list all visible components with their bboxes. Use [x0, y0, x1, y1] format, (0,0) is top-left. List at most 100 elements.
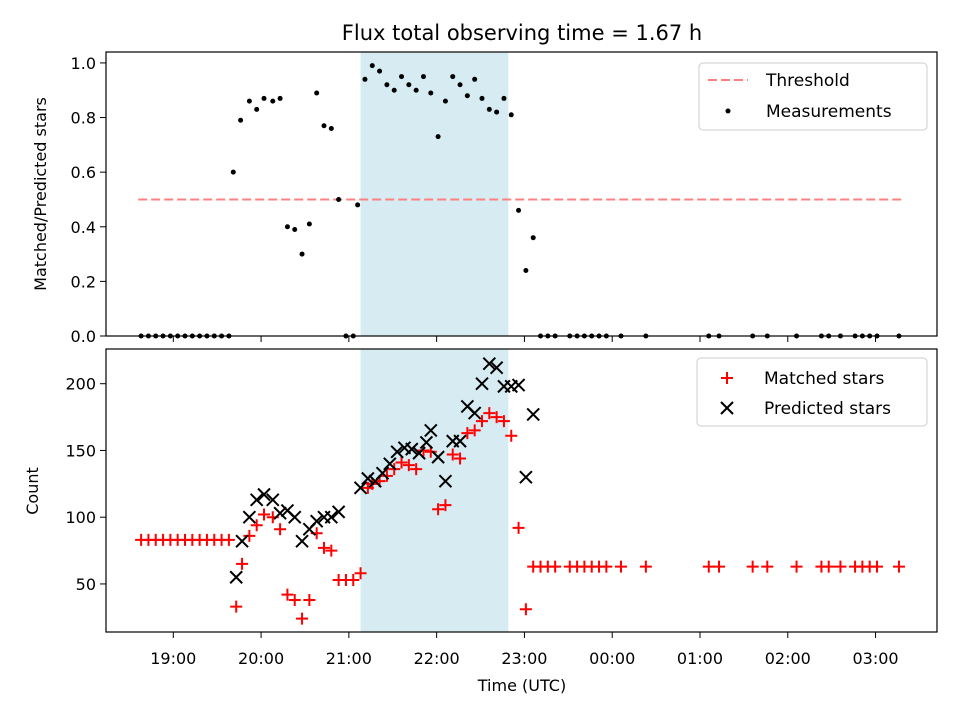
predicted-star-point [511, 378, 526, 392]
top-ytick-label: 0.8 [71, 109, 96, 128]
measurement-point [457, 82, 463, 88]
matched-star-point [402, 459, 415, 472]
measurement-point [420, 74, 426, 80]
top-ytick-label: 0.6 [71, 163, 96, 182]
predicted-star-point [482, 356, 497, 371]
matched-star-point [243, 529, 256, 542]
measurement-point [362, 76, 368, 82]
measurement-point [442, 98, 448, 104]
measurement-point [238, 117, 244, 123]
measurement-point [246, 98, 252, 104]
bottom-ytick-label: 100 [65, 508, 96, 527]
top-axis-ticks: 0.0 0.2 0.4 0.6 0.8 1.0 [71, 54, 877, 346]
predicted-star-point [383, 457, 397, 471]
predicted-star-point [438, 474, 453, 488]
measurement-point [472, 76, 478, 82]
predicted-star-point [242, 510, 257, 524]
predicted-star-point [412, 446, 426, 460]
bottom-panel: 50 100 150 200 19:00 20:00 21:00 22:00 23:00 00:0… [23, 348, 938, 695]
predicted-star-point [266, 493, 280, 507]
measurement-point [413, 87, 419, 93]
predicted-star-point [405, 442, 419, 456]
matched-star-point [468, 424, 481, 437]
measurement-point [336, 196, 342, 202]
predicted-star-point [257, 487, 271, 502]
matched-star-point [236, 557, 249, 570]
matched-star-point [483, 407, 496, 420]
top-panel: 0.0 0.2 0.4 0.6 0.8 1.0 Matched/Predicted sta… [31, 51, 938, 346]
measurement-point [299, 251, 305, 257]
top-plot-frame [105, 51, 938, 337]
matched-star-point [475, 415, 488, 428]
matched-star-point [505, 429, 518, 442]
predicted-star-point [288, 510, 302, 524]
matched-star-point [790, 560, 803, 573]
legend-threshold-label: Threshold [765, 71, 850, 91]
matched-star-point [410, 463, 423, 476]
top-ytick-label: 0.4 [71, 218, 96, 237]
matched-star-point [380, 469, 393, 482]
matched-star-point [702, 560, 715, 573]
measurement-point [508, 112, 514, 118]
predicted-star-point [431, 450, 445, 464]
bottom-axis-ticks: 50 100 150 200 19:00 20:00 21:00 22:00 23:00 00:0… [65, 375, 898, 668]
measurement-point [450, 74, 456, 80]
matched-star-point [303, 593, 316, 606]
measurement-point [501, 95, 507, 101]
measurement-point [306, 221, 312, 227]
measurement-point [384, 82, 390, 88]
predicted-star-point [526, 407, 540, 422]
matched-star-point [317, 541, 330, 554]
matched-star-point [432, 503, 445, 516]
predicted-star-point [324, 510, 339, 524]
predicted-star-point [375, 466, 390, 480]
top-ytick-label: 1.0 [71, 54, 96, 73]
bottom-ylabel: Count [23, 467, 42, 515]
predicted-star-point [331, 505, 346, 519]
bottom-xlabel: Time (UTC) [477, 676, 566, 695]
bottom-ytick-label: 150 [65, 441, 96, 460]
predicted-star-point [273, 506, 287, 520]
matched-star-point [222, 533, 235, 546]
bottom-xtick-label: 03:00 [852, 649, 898, 668]
bottom-plot-frame [105, 348, 938, 633]
matched-star-point [446, 448, 459, 461]
measurement-point [435, 134, 441, 140]
bottom-xtick-label: 19:00 [150, 649, 196, 668]
measurement-point [321, 123, 327, 129]
predicted-star-point [353, 481, 368, 495]
bottom-xtick-label: 01:00 [677, 649, 723, 668]
legend-matched-label: Matched stars [764, 369, 884, 389]
bottom-xtick-label: 02:00 [765, 649, 811, 668]
measurement-point [479, 95, 485, 101]
bottom-xtick-label: 22:00 [414, 649, 460, 668]
matched-star-point [834, 560, 847, 573]
matched-star-point [549, 560, 562, 573]
matched-star-point [347, 573, 360, 586]
matched-star-point [822, 560, 835, 573]
predicted-star-point [249, 493, 264, 507]
legend-matched-swatch [721, 372, 733, 384]
predicted-star-point [309, 514, 324, 528]
top-ylabel: Matched/Predicted stars [31, 97, 50, 291]
legend-measurement-swatch [725, 108, 731, 114]
matched-star-point [325, 544, 338, 557]
predicted-star-point [475, 377, 489, 391]
predicted-star-point [295, 534, 309, 548]
measurement-point [328, 125, 334, 131]
measurement-point [406, 82, 412, 88]
bottom-xtick-label: 20:00 [238, 649, 284, 668]
predicted-star-point [390, 445, 404, 459]
matched-star-point [490, 411, 503, 424]
matched-star-point [871, 560, 884, 573]
bottom-ytick-label: 50 [76, 575, 96, 594]
matched-star-point [258, 508, 271, 521]
measurement-point [369, 63, 375, 69]
measurement-point [530, 235, 536, 241]
bottom-highlight-span [360, 349, 509, 632]
matched-star-point [395, 456, 408, 469]
matched-star-point [288, 593, 301, 606]
top-legend: Threshold Measurements [698, 62, 928, 131]
measurement-point [254, 106, 260, 112]
bottom-ytick-label: 200 [65, 375, 96, 394]
